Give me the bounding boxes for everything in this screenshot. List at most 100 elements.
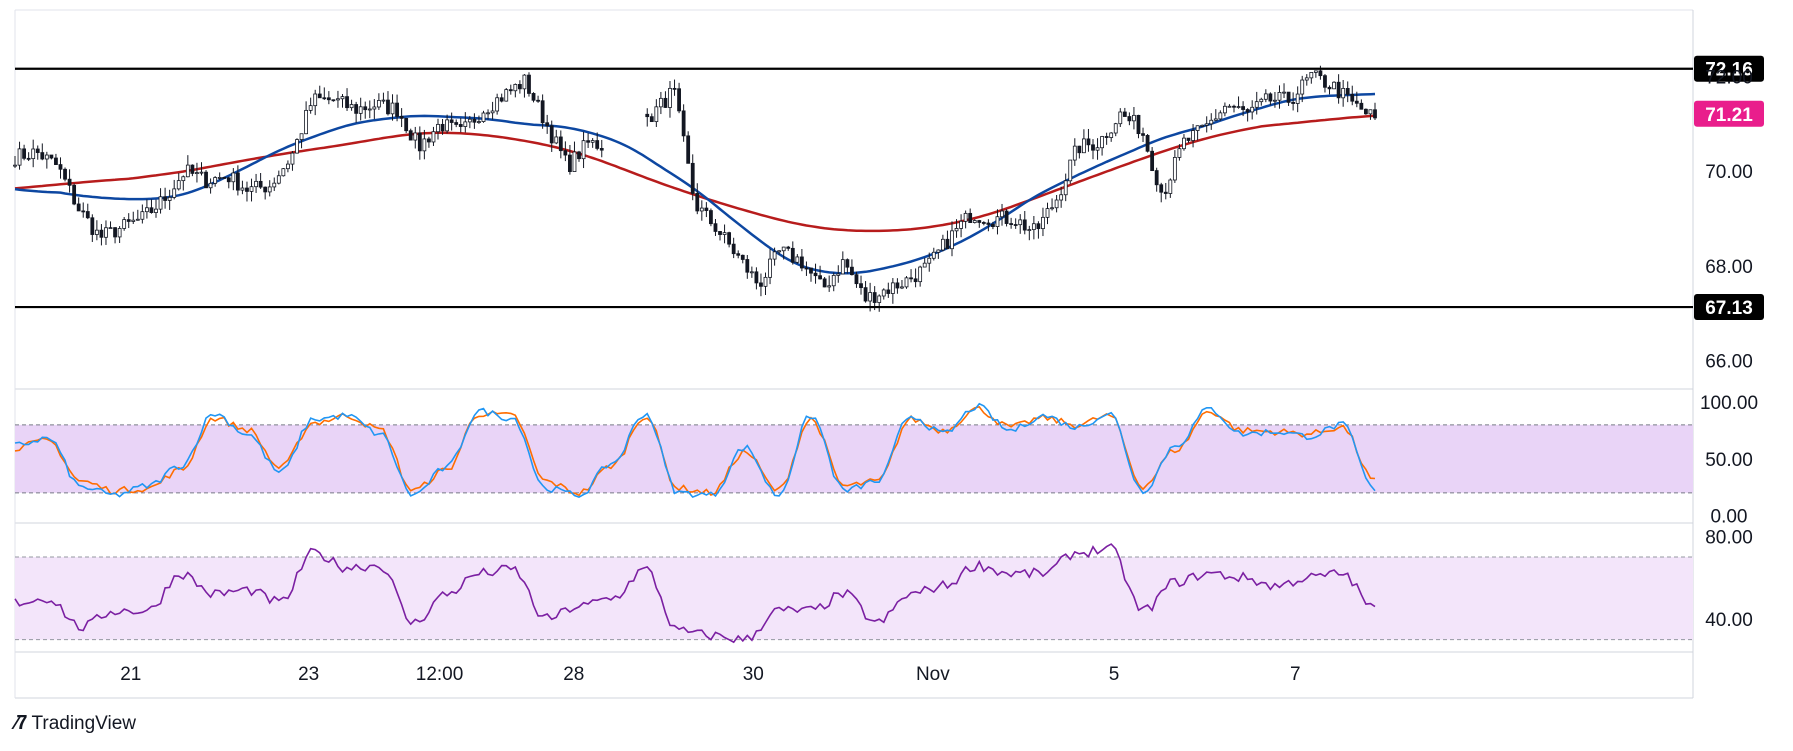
candle: [181, 176, 186, 182]
chart-canvas[interactable]: 72.1667.1372.0070.0068.0066.0071.21100.0…: [0, 0, 1793, 705]
candle: [90, 217, 95, 235]
candle: [1254, 101, 1259, 108]
candle: [868, 292, 873, 302]
candle: [504, 89, 509, 102]
candle: [890, 282, 895, 294]
candle: [245, 187, 249, 192]
candle: [595, 140, 600, 149]
candle: [517, 84, 522, 90]
stochastic-panel[interactable]: [14, 402, 1693, 499]
candle: [340, 96, 345, 100]
candle: [1304, 77, 1309, 81]
candle: [1004, 210, 1009, 224]
rsi-panel[interactable]: [14, 543, 1693, 644]
candle: [508, 89, 513, 92]
candle: [836, 273, 841, 276]
candle: [654, 106, 659, 123]
candle: [399, 115, 404, 119]
candle: [1022, 219, 1027, 231]
price-tick-label: 68.00: [1705, 257, 1753, 278]
candle: [1222, 105, 1227, 114]
candle: [367, 108, 372, 111]
candle: [1318, 70, 1323, 77]
candle: [49, 154, 54, 159]
candle: [786, 246, 791, 249]
candle: [122, 219, 127, 229]
candle: [1100, 136, 1104, 149]
candle: [1364, 108, 1368, 115]
candle: [454, 122, 459, 125]
candle: [31, 148, 36, 160]
candle: [531, 93, 536, 101]
candle: [1122, 111, 1127, 117]
candle: [577, 151, 581, 160]
candle: [695, 193, 700, 212]
brand[interactable]: ⁄7 TradingView: [15, 712, 136, 735]
candle: [768, 258, 772, 278]
candle: [149, 207, 154, 213]
candle: [486, 112, 490, 115]
candle: [900, 286, 904, 289]
price-panel[interactable]: [13, 65, 1694, 312]
candle: [740, 254, 745, 260]
candle: [1250, 106, 1255, 113]
candle: [427, 138, 431, 143]
candle: [281, 168, 286, 177]
candle: [349, 104, 354, 109]
candle: [472, 118, 477, 123]
level-price-label: 67.13: [1705, 298, 1753, 319]
candle: [145, 207, 149, 213]
candle: [231, 172, 236, 183]
candle: [1359, 102, 1364, 110]
current-price-tag: [1694, 100, 1764, 127]
candle: [490, 110, 495, 114]
candle: [413, 132, 418, 141]
time-axis[interactable]: 21 23 12:00 28 30 Nov 5 7: [120, 664, 1300, 685]
candle: [790, 247, 795, 263]
candle: [390, 102, 395, 115]
time-tick-label: 21: [120, 664, 141, 685]
candle: [1132, 114, 1136, 122]
candle: [81, 210, 86, 213]
candle: [1300, 79, 1305, 95]
candle: [331, 99, 336, 102]
candle: [936, 249, 941, 253]
candle: [381, 99, 386, 102]
candle: [376, 100, 381, 108]
candle: [1013, 224, 1018, 226]
candle: [308, 105, 313, 111]
candle: [672, 87, 677, 90]
candle: [986, 222, 991, 225]
candle: [422, 138, 427, 152]
candle: [568, 154, 572, 172]
candle: [363, 106, 368, 111]
candle: [1068, 159, 1073, 182]
candle: [1213, 118, 1218, 121]
stochastic-tick-label: 50.00: [1705, 450, 1753, 471]
candle: [777, 250, 782, 253]
candle: [1195, 125, 1200, 131]
candle: [431, 131, 436, 143]
candle: [395, 102, 399, 117]
candle: [909, 277, 913, 280]
candle: [859, 283, 863, 289]
candle: [745, 259, 750, 273]
candle: [1291, 101, 1296, 104]
candle: [1141, 133, 1145, 136]
candle: [163, 196, 168, 201]
candle: [1127, 116, 1132, 122]
candle: [1168, 179, 1173, 194]
candle: [1000, 210, 1004, 218]
candle: [1368, 109, 1373, 115]
candle: [709, 210, 713, 225]
candle: [1113, 123, 1118, 134]
price-axis[interactable]: 72.16 67.13 72.00 70.00 68.00 66.00 71.21 100.0…: [1694, 55, 1764, 631]
candle: [40, 152, 45, 160]
candle: [877, 295, 882, 303]
candle: [1263, 93, 1268, 100]
candle: [922, 262, 927, 268]
candle: [140, 211, 145, 220]
candle: [1059, 194, 1064, 201]
candle: [727, 232, 732, 245]
candle: [804, 267, 809, 270]
